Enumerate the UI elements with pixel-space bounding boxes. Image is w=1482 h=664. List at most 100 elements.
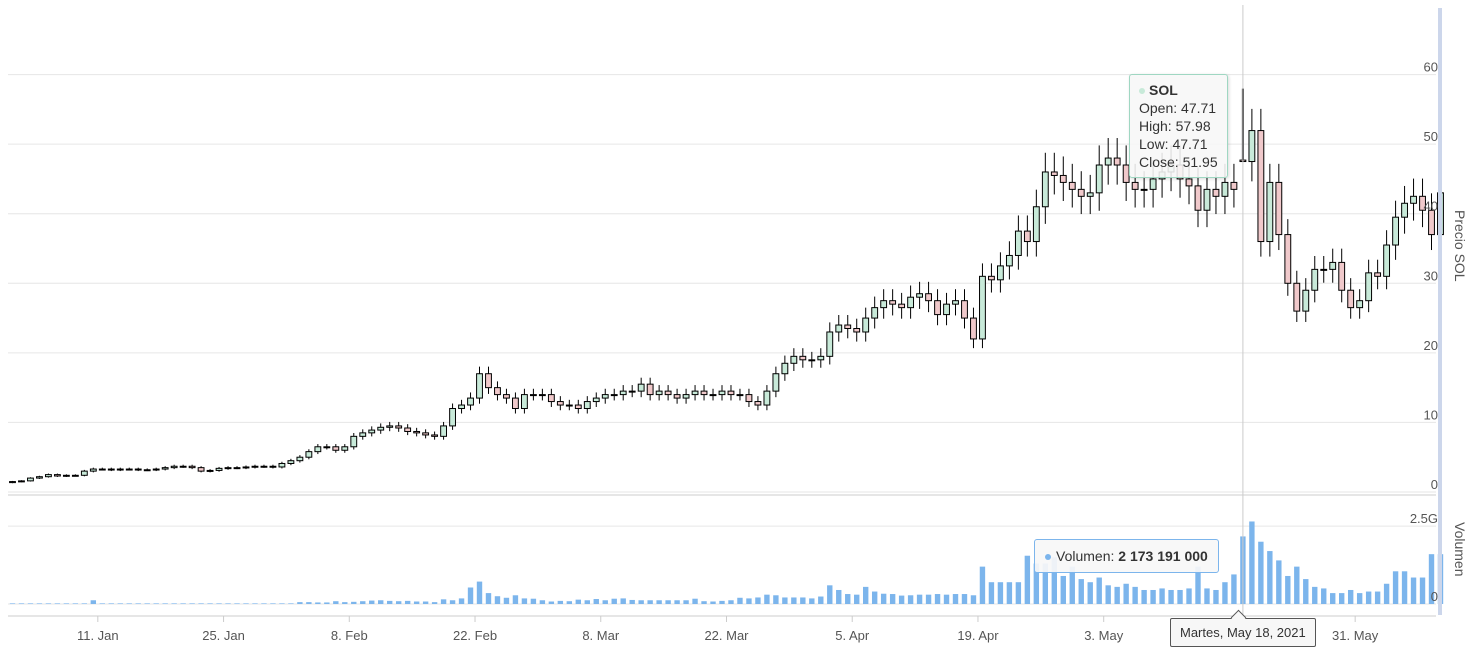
candle-body [152,468,160,471]
candle-body [1131,181,1139,190]
volume-bar [216,603,222,604]
navigator-scrollbar[interactable] [1438,8,1442,615]
candle-body [350,435,358,448]
candle-body [89,468,97,472]
candle-body [251,465,259,468]
candle-body [269,465,277,468]
volume-bar [1105,585,1111,604]
volume-bar [656,600,662,604]
date-flag: Martes, May 18, 2021 [1170,618,1316,647]
volume-bar [916,594,923,604]
volume-bar [503,597,510,604]
volume-bar [638,600,644,604]
volume-bar [225,603,231,604]
volume-bar [1249,521,1255,604]
candle-body [1329,261,1337,270]
volume-bar [485,593,492,604]
volume-bar [836,589,842,604]
volume-bar [81,603,88,604]
x-tick-label: 25. Jan [202,628,245,643]
candle-body [18,480,25,483]
volume-bar [548,601,555,604]
volume-bar [135,603,141,604]
candle-body [224,467,232,470]
price-tick-label: 30 [1424,268,1438,283]
volume-bar [476,581,483,604]
volume-bar [387,600,393,604]
candle-body [988,275,995,281]
candle-body [646,383,654,396]
x-tick-label: 3. May [1084,628,1124,643]
price-axis: 0 10 20 30 40 50 60 [1424,60,1438,492]
volume-bar [45,603,52,604]
volume-bar [575,599,581,604]
candle-body [538,394,546,397]
volume-bar [333,601,339,604]
volume-bar [1258,541,1264,604]
candle-body [1023,230,1031,243]
candle-body [1086,192,1094,197]
candle-body [305,451,313,458]
candle-body [197,467,205,472]
candle-body [1212,188,1220,197]
volume-bar [1428,554,1435,604]
volume-bar [360,601,366,604]
volume-axis-title: Volumen [1452,522,1468,576]
candle-body [1374,272,1382,277]
price-tick-label: 40 [1424,199,1438,214]
candle-body [673,394,681,399]
volume-bar [1267,551,1273,604]
volume-bar [755,597,761,604]
volume-bar [854,594,860,604]
candle-body [781,362,789,375]
candle-body [404,427,412,432]
candle-body [1356,300,1364,309]
volume-bar [1356,593,1363,604]
candle-body [62,474,70,477]
candle-body [179,465,187,468]
volume-bar [63,603,70,604]
candle-body [260,465,268,468]
x-tick-label: 5. Apr [835,628,870,643]
x-axis: 11. Jan 25. Jan 8. Feb 22. Feb 8. Mar 22. Mar… [77,616,1379,643]
volume-bar [943,594,950,604]
candle-body [314,446,322,453]
volume-bar [189,603,195,604]
candle-body [565,404,573,407]
volume-bar [1213,589,1219,604]
volume-bar [36,603,43,604]
volume-bar [934,594,941,604]
candle-body [1221,181,1229,197]
candle-body [1050,171,1058,176]
price-tick-label: 10 [1424,407,1438,422]
candle-body [610,394,618,397]
candle-body [458,404,465,410]
candle-body [44,474,52,478]
volume-bar [710,601,716,604]
candle-body [27,477,34,482]
candle-body [574,404,582,410]
volume-bar [1276,560,1282,604]
volume-bar [1132,586,1138,604]
candle-body [718,390,726,396]
volume-bar [845,594,851,604]
volume-bar [108,603,114,604]
volume-bar [1159,588,1165,604]
volume-bar [871,591,878,604]
volume-bar [1347,589,1354,604]
volume-bar [1078,579,1084,604]
x-tick-label: 22. Mar [704,628,749,643]
volume-bar [494,596,501,604]
tooltip-open: Open: 47.71 [1139,100,1217,116]
candle-body [1347,289,1355,309]
volume-bar [665,600,671,604]
candle-body [1410,195,1417,204]
volume-bar [395,601,402,604]
volume-bar [566,601,573,604]
candle-body [1257,130,1265,243]
volume-tick-label: 0 [1431,589,1438,604]
volume-bar [880,593,887,604]
volume-bar [1033,563,1040,604]
candle-body [1365,272,1373,302]
candle-body [970,317,977,340]
